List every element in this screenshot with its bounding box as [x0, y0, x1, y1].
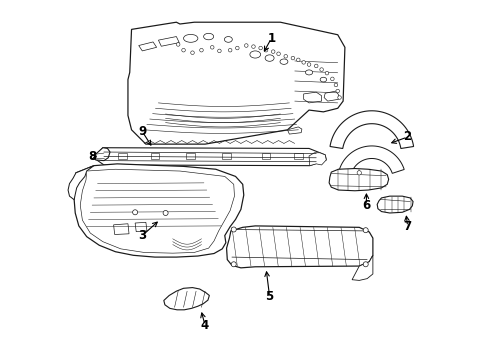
Polygon shape — [74, 164, 244, 257]
Circle shape — [132, 210, 137, 215]
Polygon shape — [139, 42, 156, 51]
Circle shape — [335, 89, 339, 93]
Polygon shape — [135, 222, 147, 231]
Text: 9: 9 — [138, 125, 146, 138]
Polygon shape — [222, 153, 230, 159]
Text: 2: 2 — [403, 130, 411, 144]
Polygon shape — [186, 153, 195, 159]
Circle shape — [319, 68, 323, 71]
Ellipse shape — [280, 59, 287, 64]
Circle shape — [276, 52, 280, 55]
Circle shape — [210, 45, 214, 49]
Polygon shape — [128, 22, 344, 144]
Circle shape — [333, 83, 337, 87]
Polygon shape — [339, 146, 404, 174]
Ellipse shape — [320, 77, 326, 82]
Ellipse shape — [224, 37, 232, 42]
Text: 1: 1 — [267, 32, 275, 45]
Circle shape — [325, 71, 328, 75]
Polygon shape — [96, 148, 325, 166]
Circle shape — [231, 262, 236, 267]
Ellipse shape — [183, 35, 198, 42]
Circle shape — [199, 48, 203, 52]
Circle shape — [264, 48, 267, 52]
Circle shape — [363, 228, 367, 233]
Circle shape — [284, 54, 287, 58]
Circle shape — [244, 44, 247, 47]
Circle shape — [182, 48, 185, 52]
Polygon shape — [351, 255, 372, 280]
Polygon shape — [158, 37, 179, 46]
Polygon shape — [68, 166, 94, 200]
Text: 5: 5 — [265, 290, 273, 303]
Polygon shape — [150, 153, 159, 159]
Polygon shape — [287, 127, 301, 134]
Text: 4: 4 — [201, 319, 209, 332]
Circle shape — [337, 96, 341, 99]
Circle shape — [258, 46, 262, 50]
Polygon shape — [293, 153, 302, 159]
Circle shape — [314, 64, 317, 68]
Text: 7: 7 — [403, 220, 411, 233]
Polygon shape — [94, 148, 110, 161]
Circle shape — [231, 227, 236, 232]
Circle shape — [290, 56, 294, 60]
Polygon shape — [118, 153, 126, 159]
Polygon shape — [303, 92, 321, 103]
Text: 6: 6 — [362, 199, 370, 212]
Polygon shape — [261, 153, 270, 159]
Circle shape — [306, 63, 310, 66]
Ellipse shape — [264, 55, 274, 61]
Circle shape — [163, 211, 168, 216]
Ellipse shape — [249, 51, 260, 58]
Polygon shape — [329, 111, 413, 149]
Circle shape — [330, 77, 333, 81]
Circle shape — [356, 171, 361, 175]
Polygon shape — [113, 224, 129, 234]
Text: 8: 8 — [88, 150, 96, 163]
Polygon shape — [376, 196, 412, 213]
Circle shape — [228, 48, 231, 52]
Circle shape — [301, 60, 305, 64]
Polygon shape — [328, 168, 388, 191]
Polygon shape — [308, 153, 325, 166]
Circle shape — [296, 58, 300, 62]
Circle shape — [271, 50, 274, 53]
Text: 3: 3 — [138, 229, 146, 242]
Circle shape — [363, 262, 367, 267]
Ellipse shape — [203, 33, 213, 40]
Circle shape — [235, 46, 239, 50]
Circle shape — [190, 51, 194, 54]
Circle shape — [176, 42, 180, 46]
Polygon shape — [163, 288, 209, 310]
Circle shape — [251, 45, 255, 48]
Circle shape — [217, 49, 221, 53]
Polygon shape — [226, 226, 372, 268]
Polygon shape — [324, 91, 338, 101]
Ellipse shape — [305, 70, 312, 75]
Polygon shape — [80, 169, 234, 253]
